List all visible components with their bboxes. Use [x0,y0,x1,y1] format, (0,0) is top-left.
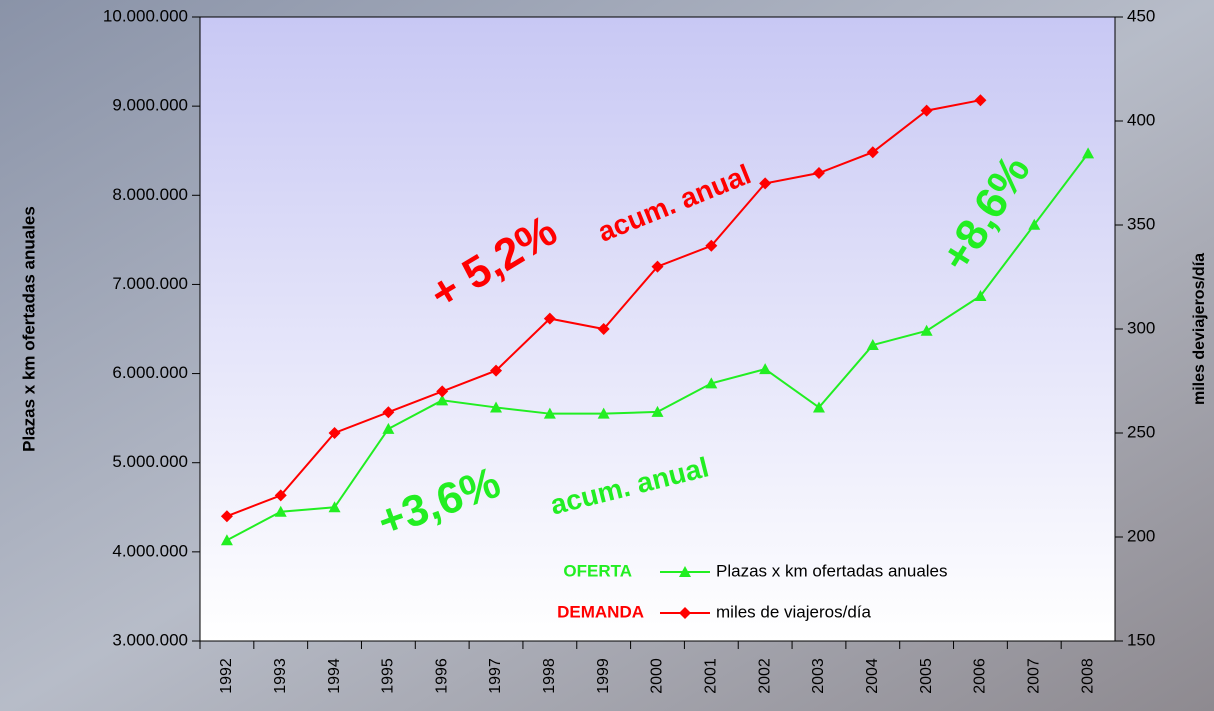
y2-tick-label: 300 [1127,318,1155,337]
legend-group-label: DEMANDA [557,602,644,621]
x-tick-label: 1998 [541,658,558,694]
y-tick-label: 5.000.000 [112,452,188,471]
marker [705,239,718,252]
marker [597,407,610,419]
marker [920,324,933,336]
marker [974,290,987,302]
marker [866,339,879,351]
legend-label: miles de viajeros/día [716,602,872,621]
marker [490,364,503,377]
marker [920,104,933,117]
x-tick-label: 1994 [326,658,343,694]
x-tick-label: 2008 [1079,658,1096,694]
y2-tick-label: 150 [1127,630,1155,649]
marker [705,377,718,389]
marker [812,167,825,179]
x-tick-label: 2006 [972,658,989,694]
y2-tick-label: 450 [1127,6,1155,25]
legend-marker [679,607,691,619]
legend-group-label: OFERTA [563,561,632,580]
plot-area [199,16,1116,642]
marker [543,312,556,325]
marker [759,177,772,190]
y-axis-title: Plazas x km ofertadas anuales [19,206,38,452]
marker [1082,147,1095,159]
y-tick-label: 6.000.000 [112,363,188,382]
x-tick-label: 2000 [649,658,666,694]
marker [759,363,772,375]
marker [597,323,610,335]
y2-tick-label: 400 [1127,110,1155,129]
marker [328,501,341,513]
x-tick-label: 1993 [272,658,289,694]
marker [651,260,664,273]
y2-axis-title: miles deviajeros/día [1191,253,1208,405]
marker [812,401,825,413]
marker [543,407,556,419]
x-tick-label: 2003 [810,658,827,694]
y-tick-label: 8.000.000 [112,185,188,204]
y2-tick-label: 250 [1127,422,1155,441]
x-tick-label: 2007 [1025,658,1042,694]
legend-label: Plazas x km ofertadas anuales [716,561,948,580]
x-tick-label: 1995 [380,658,397,694]
y-tick-label: 3.000.000 [112,630,188,649]
y2-tick-label: 200 [1127,526,1155,545]
marker [651,405,664,417]
y2-tick-label: 350 [1127,214,1155,233]
marker [490,401,503,413]
x-tick-label: 2002 [756,658,773,694]
marker [274,505,287,517]
y-tick-label: 10.000.000 [103,6,188,25]
y-tick-label: 9.000.000 [112,96,188,115]
x-tick-label: 1999 [595,658,612,694]
marker [220,510,233,523]
legend-marker [679,566,691,577]
marker [382,406,395,419]
marker [436,385,449,398]
marker [1028,218,1041,230]
marker [866,146,879,159]
marker [382,422,395,434]
marker [974,94,987,107]
x-tick-label: 1992 [218,658,235,694]
marker [220,534,233,546]
marker [274,489,287,502]
marker [436,394,449,406]
x-tick-label: 1997 [487,658,504,694]
x-tick-label: 1996 [433,658,450,694]
y-tick-label: 4.000.000 [112,541,188,560]
marker [328,427,341,439]
y-tick-label: 7.000.000 [112,274,188,293]
x-tick-label: 2001 [703,658,720,694]
x-tick-label: 2005 [918,658,935,694]
x-tick-label: 2004 [864,658,881,694]
